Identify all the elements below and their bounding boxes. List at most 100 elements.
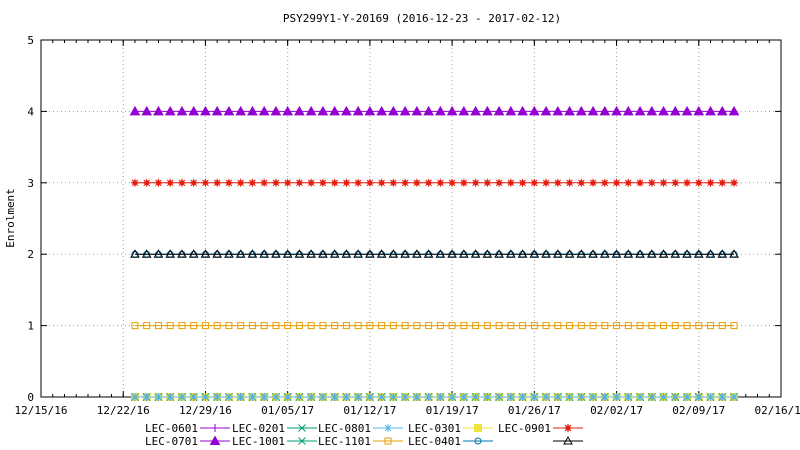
data-point — [399, 105, 411, 116]
x-tick-label: 01/05/17 — [261, 404, 314, 417]
data-point — [517, 105, 528, 116]
data-point — [353, 249, 364, 258]
data-point — [424, 393, 433, 401]
data-point — [718, 322, 726, 330]
series-lec-0701 — [129, 105, 740, 116]
data-point — [646, 249, 657, 258]
x-tick-label: 01/26/17 — [508, 404, 561, 417]
data-point — [376, 249, 387, 258]
data-point — [636, 322, 644, 330]
data-point — [471, 178, 480, 187]
data-point — [284, 322, 292, 330]
data-point — [542, 393, 551, 401]
data-point — [153, 105, 164, 116]
data-point — [634, 105, 646, 116]
data-point — [129, 105, 141, 116]
data-point — [587, 105, 599, 116]
data-point — [529, 249, 540, 258]
data-point — [176, 105, 188, 116]
data-point — [342, 178, 351, 187]
data-point — [660, 322, 668, 330]
data-point — [613, 322, 621, 330]
legend-label: LEC-0801 — [318, 422, 371, 435]
data-point — [530, 322, 538, 330]
data-point — [177, 393, 186, 401]
x-tick-label: 01/19/17 — [426, 404, 479, 417]
data-point — [188, 249, 199, 258]
data-point — [260, 322, 268, 330]
x-tick-label: 02/09/17 — [672, 404, 725, 417]
data-point — [647, 178, 656, 187]
data-point — [718, 393, 727, 401]
legend-swatch-marker — [474, 424, 482, 432]
data-point — [377, 178, 386, 187]
data-point — [599, 105, 611, 116]
data-point — [154, 393, 163, 401]
data-point — [435, 105, 446, 116]
data-point — [141, 105, 153, 116]
data-point — [329, 105, 341, 116]
data-point — [389, 178, 398, 187]
data-point — [507, 322, 515, 330]
data-point — [446, 105, 458, 116]
data-point — [365, 393, 374, 401]
data-point — [542, 178, 551, 187]
data-point — [307, 393, 316, 401]
data-point — [130, 393, 139, 401]
data-point — [201, 322, 209, 330]
legend-label: LEC-1101 — [318, 435, 371, 448]
data-point — [342, 322, 350, 330]
data-point — [694, 178, 703, 187]
legend-swatch-marker — [563, 435, 573, 445]
data-point — [447, 249, 457, 258]
legend-swatch-marker — [298, 424, 306, 432]
data-point — [671, 393, 680, 401]
data-point — [472, 322, 480, 330]
data-point — [166, 322, 174, 330]
chart-title: PSY299Y1-Y-20169 (2016-12-23 - 2017-02-1… — [283, 12, 561, 25]
data-point — [331, 322, 339, 330]
data-point — [717, 249, 728, 258]
data-point — [623, 249, 634, 258]
data-point — [424, 178, 433, 187]
data-point — [706, 178, 715, 187]
data-point — [470, 105, 481, 116]
data-point — [400, 249, 410, 258]
data-point — [282, 249, 293, 258]
data-point — [658, 105, 669, 116]
data-point — [364, 105, 376, 116]
data-point — [635, 249, 645, 258]
data-point — [154, 322, 162, 330]
data-point — [247, 249, 258, 258]
series-lec-0801 — [130, 393, 739, 401]
data-point — [448, 322, 456, 330]
data-point — [622, 105, 634, 116]
data-point — [518, 178, 527, 187]
data-point — [189, 178, 198, 187]
legend-label: LEC-0201 — [232, 422, 285, 435]
data-point — [693, 249, 704, 258]
y-tick-label: 1 — [27, 320, 34, 333]
data-point — [201, 178, 210, 187]
data-point — [577, 393, 586, 401]
data-point — [577, 178, 586, 187]
data-point — [141, 249, 152, 258]
data-point — [376, 105, 387, 116]
data-point — [459, 178, 468, 187]
data-point — [471, 393, 480, 401]
data-point — [669, 105, 681, 116]
data-point — [728, 105, 740, 116]
y-tick-label: 4 — [27, 105, 34, 118]
data-point — [588, 249, 598, 258]
data-point — [671, 322, 679, 330]
data-point — [165, 249, 176, 258]
data-point — [401, 178, 410, 187]
data-point — [694, 393, 703, 401]
data-point — [365, 178, 374, 187]
data-point — [388, 249, 399, 258]
legend-swatch-marker — [209, 435, 221, 445]
data-point — [658, 249, 669, 258]
data-point — [388, 105, 399, 116]
data-point — [458, 105, 470, 116]
data-point — [577, 322, 585, 330]
